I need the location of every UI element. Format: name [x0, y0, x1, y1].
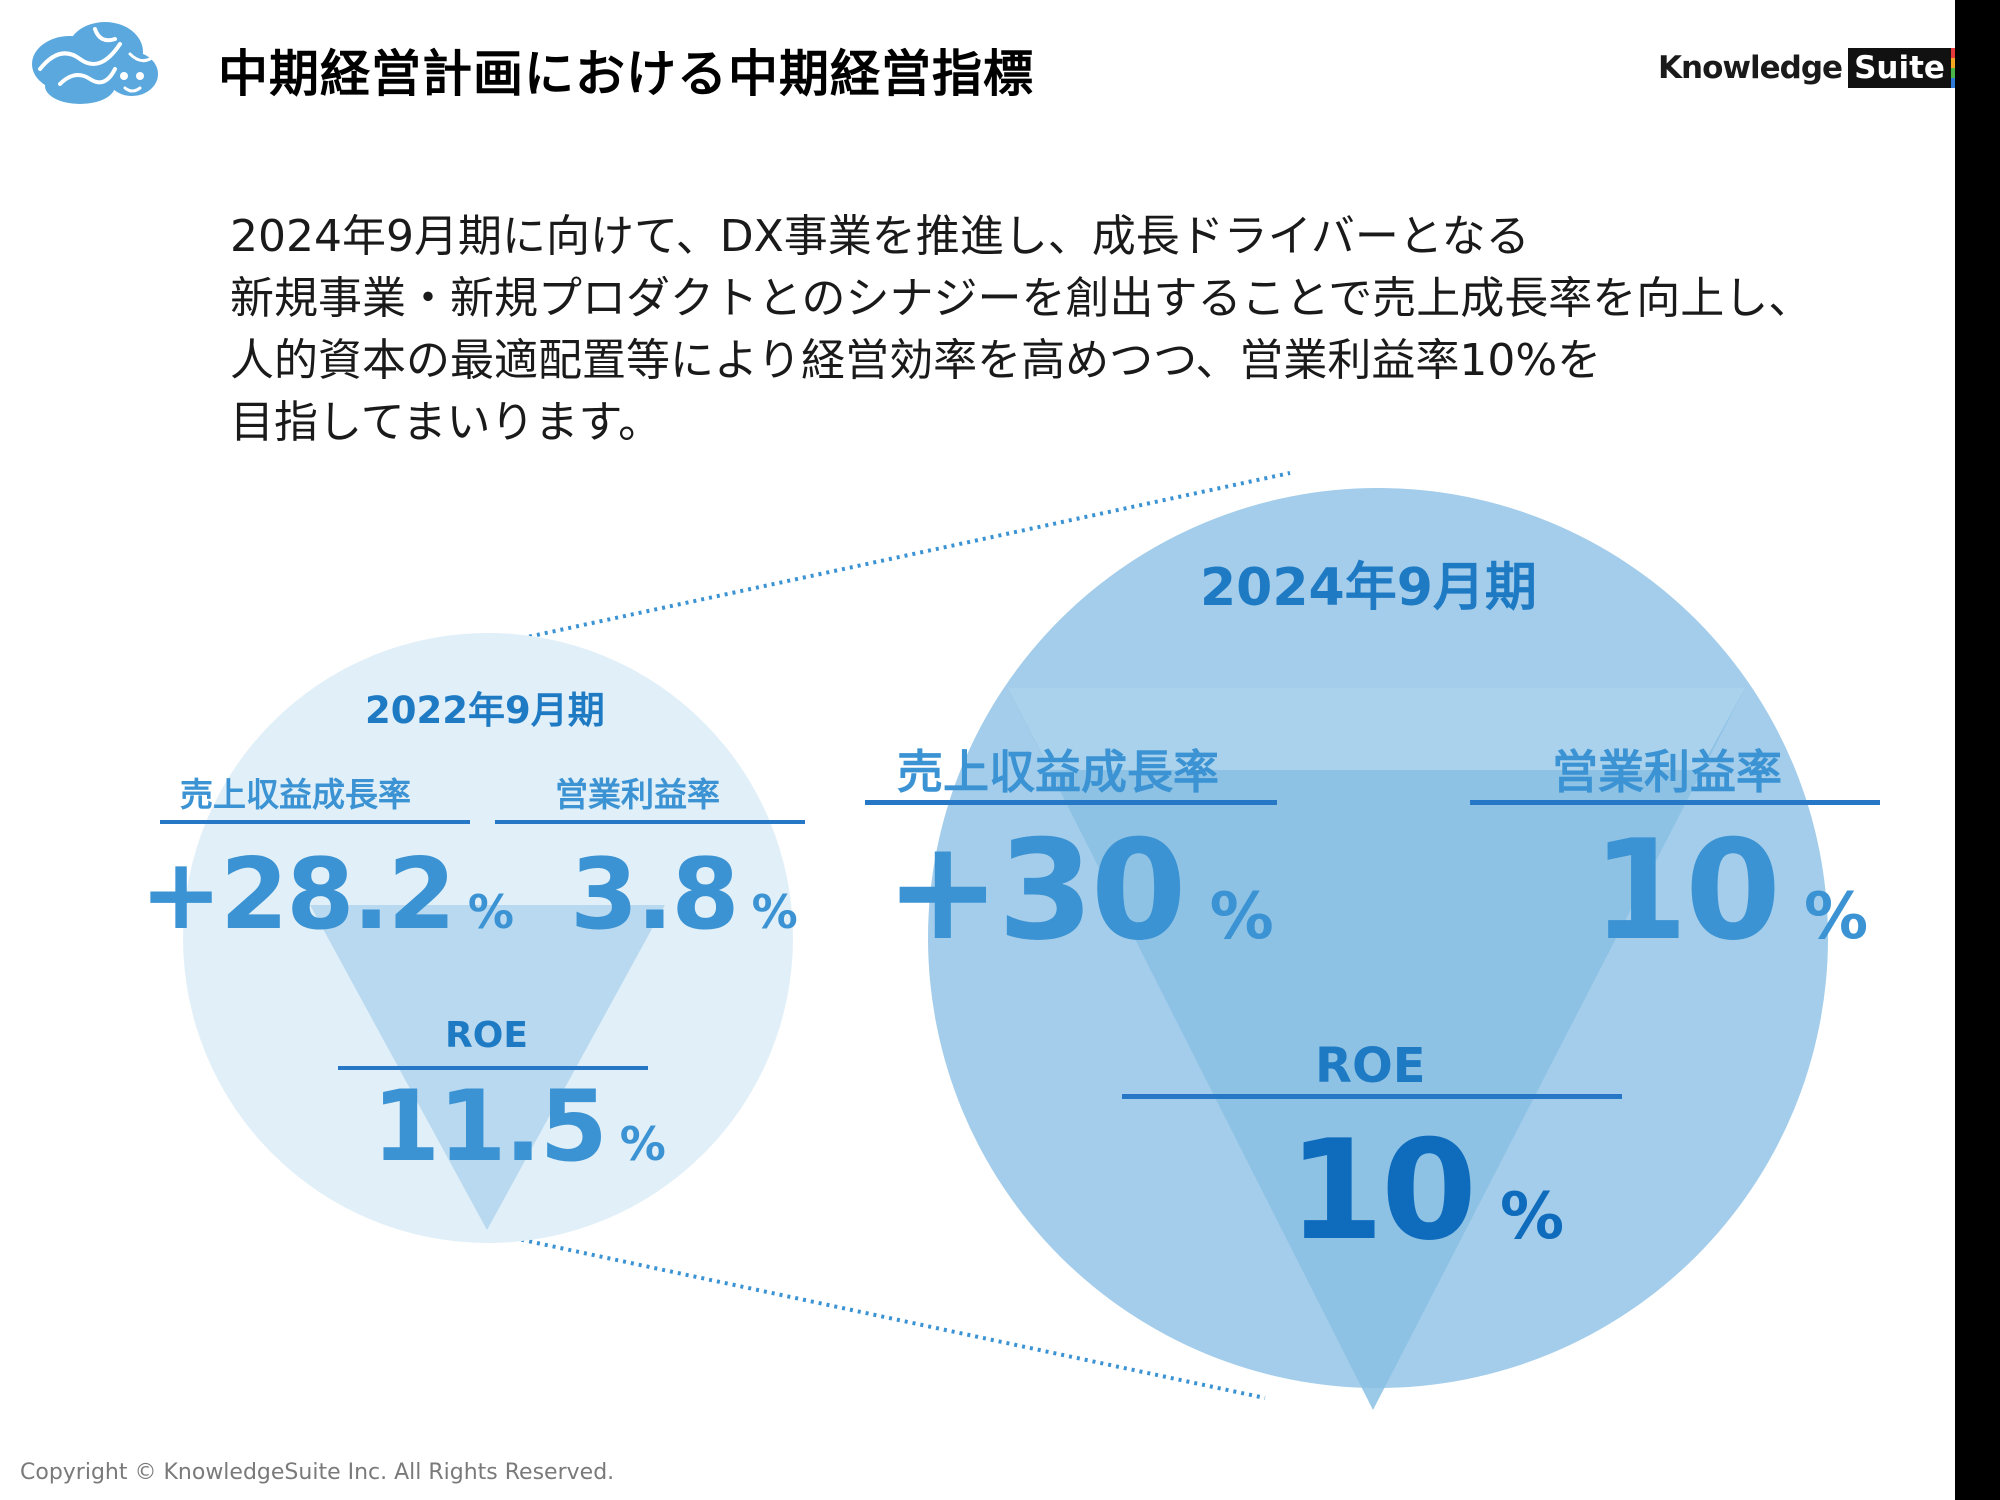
fy2022-roe-unit: % [619, 1117, 666, 1171]
slide: 中期経営計画における中期経営指標 Knowledge Suite 2024年9月… [20, 22, 1955, 1485]
kpi-graphic [160, 471, 1880, 1410]
fy2024-roe-label: ROE [1315, 1038, 1426, 1094]
fy2022-year: 2022年9月期 [365, 689, 605, 732]
fy2022-revenue-number: +28.2 [140, 838, 456, 952]
fy2024-roe-unit: % [1500, 1180, 1564, 1254]
fy2024-roe-rule [1122, 1094, 1622, 1099]
fy2022-margin-number: 3.8 [570, 838, 740, 952]
fy2024-margin-unit: % [1804, 880, 1868, 954]
fy2022-revenue-unit: % [467, 885, 514, 939]
fy2024-margin-label: 営業利益率 [1552, 745, 1782, 799]
brand-secondary: Suite [1848, 48, 1951, 88]
fy2022-margin-value: 3.8% [570, 838, 798, 952]
fy2024-roe-number: 10 [1288, 1110, 1477, 1271]
fy2024-margin-value: 10% [1592, 810, 1868, 971]
fy2024-revenue-rule [865, 800, 1277, 805]
page-number: 34 [1974, 1460, 2000, 1485]
intro-line: 目指してまいります。 [230, 397, 663, 448]
fy2024-triangle [1008, 688, 1745, 1410]
fy2022-revenue-value: +28.2% [140, 838, 514, 952]
fy2024-year: 2024年9月期 [1200, 558, 1537, 618]
intro-line: 人的資本の最適配置等により経営効率を高めつつ、営業利益率10%を [230, 335, 1602, 386]
page-title: 中期経営計画における中期経営指標 [218, 45, 1034, 103]
fy2022-roe-label: ROE [445, 1015, 528, 1056]
fy2022-margin-rule [495, 820, 805, 824]
fy2024-revenue-value: +30% [885, 810, 1274, 971]
intro-line: 2024年9月期に向けて、DX事業を推進し、成長ドライバーとなる [230, 211, 1530, 262]
brand-logo: Knowledge Suite [1658, 46, 1955, 90]
fy2024-triangle-highlight [1008, 688, 1745, 770]
fy2022-roe-rule [338, 1066, 648, 1070]
fy2024-revenue-unit: % [1209, 880, 1274, 954]
fy2022-revenue-label: 売上収益成長率 [180, 775, 411, 814]
brand-stripes [1950, 48, 1955, 88]
fy2024-margin-number: 10 [1592, 810, 1781, 971]
fy2022-roe-number: 11.5 [372, 1070, 608, 1184]
intro-text: 2024年9月期に向けて、DX事業を推進し、成長ドライバーとなる 新規事業・新規… [230, 206, 1813, 454]
intro-line: 新規事業・新規プロダクトとのシナジーを創出することで売上成長率を向上し、 [230, 273, 1813, 324]
brand-primary: Knowledge [1658, 50, 1843, 86]
fy2024-revenue-label: 売上収益成長率 [897, 745, 1219, 799]
fy2022-roe-value: 11.5% [372, 1070, 666, 1184]
connector-top [489, 471, 1291, 647]
fy2022-revenue-rule [160, 820, 470, 824]
fy2024-revenue-number: +30 [885, 810, 1187, 971]
fy2024-margin-rule [1470, 800, 1880, 805]
copyright: Copyright © KnowledgeSuite Inc. All Righ… [20, 1460, 615, 1485]
fy2024-roe-value: 10% [1288, 1110, 1564, 1271]
right-edge-bar [1955, 0, 2000, 1500]
fy2022-margin-unit: % [751, 885, 798, 939]
fy2022-margin-label: 営業利益率 [555, 775, 720, 814]
brain-cloud-icon [32, 22, 158, 104]
